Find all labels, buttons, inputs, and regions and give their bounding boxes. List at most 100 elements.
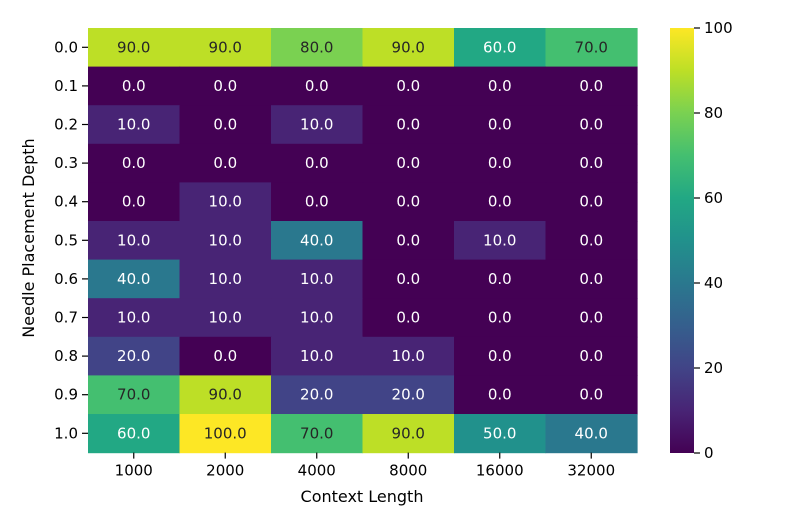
heatmap-cell <box>271 105 364 145</box>
heatmap-cell-label: 0.0 <box>396 77 420 95</box>
heatmap-cell <box>88 336 181 376</box>
heatmap-cell <box>271 298 364 338</box>
heatmap-cell <box>179 105 272 145</box>
heatmap-cell-label: 0.0 <box>488 193 512 211</box>
heatmap-cell <box>545 66 638 106</box>
heatmap-cell <box>454 105 547 145</box>
heatmap-cell <box>454 28 547 68</box>
x-axis-label: Context Length <box>301 487 424 506</box>
heatmap-cell-label: 50.0 <box>483 424 516 442</box>
x-tick-label: 2000 <box>206 462 244 480</box>
heatmap-cell <box>545 375 638 415</box>
heatmap-cell <box>88 298 181 338</box>
heatmap-cell-label: 0.0 <box>305 193 329 211</box>
heatmap-cell <box>271 336 364 376</box>
heatmap-cell-label: 90.0 <box>209 38 242 56</box>
heatmap-cell <box>88 28 181 68</box>
y-axis-ticks: 0.0 0.1 0.2 0.3 0.4 0.5 0.6 0.7 0.8 0.9 1.0 <box>54 38 88 442</box>
heatmap-cell-label: 0.0 <box>579 154 603 172</box>
heatmap-cell-labels: 90.0 90.0 80.0 90.0 60.0 70.0 0.0 0.0 0.0 0.0 0.0 0… <box>117 38 608 442</box>
heatmap-cell-label: 0.0 <box>396 231 420 249</box>
heatmap-cell-label: 10.0 <box>209 309 242 327</box>
heatmap-cell-label: 0.0 <box>488 77 512 95</box>
heatmap-cell <box>362 143 455 183</box>
heatmap-cell <box>88 66 181 106</box>
heatmap-cell-label: 0.0 <box>579 270 603 288</box>
heatmap-cell <box>179 259 272 299</box>
heatmap-cell-label: 70.0 <box>117 386 150 404</box>
heatmap-cell-label: 10.0 <box>483 231 516 249</box>
heatmap-cell <box>454 221 547 261</box>
heatmap-cells <box>88 28 638 454</box>
heatmap-cell-label: 0.0 <box>396 193 420 211</box>
heatmap-cell-label: 10.0 <box>300 347 333 365</box>
x-tick-label: 8000 <box>389 462 427 480</box>
heatmap-cell-label: 90.0 <box>392 38 425 56</box>
heatmap-cell-label: 10.0 <box>209 231 242 249</box>
heatmap-cell <box>454 375 547 415</box>
heatmap-cell <box>271 182 364 222</box>
heatmap-cell <box>545 298 638 338</box>
heatmap-cell-label: 0.0 <box>579 231 603 249</box>
heatmap-cell <box>179 143 272 183</box>
heatmap-cell-label: 10.0 <box>300 116 333 134</box>
heatmap-cell <box>179 298 272 338</box>
colorbar <box>670 28 694 453</box>
heatmap-cell-label: 0.0 <box>122 193 146 211</box>
heatmap-cell-label: 0.0 <box>396 309 420 327</box>
heatmap-cell-label: 10.0 <box>209 193 242 211</box>
heatmap-cell <box>88 259 181 299</box>
heatmap-cell-label: 80.0 <box>300 38 333 56</box>
y-tick-label: 0.9 <box>54 386 78 404</box>
heatmap-cell-label: 0.0 <box>396 154 420 172</box>
heatmap-cell-label: 70.0 <box>300 424 333 442</box>
heatmap-cell-label: 10.0 <box>117 309 150 327</box>
colorbar-tick-label: 80 <box>704 104 723 122</box>
heatmap-cell-label: 90.0 <box>392 424 425 442</box>
y-tick-label: 0.1 <box>54 77 78 95</box>
heatmap-cell-label: 0.0 <box>488 154 512 172</box>
heatmap-cell-label: 40.0 <box>575 424 608 442</box>
heatmap-cell <box>545 28 638 68</box>
heatmap-cell-label: 0.0 <box>579 193 603 211</box>
heatmap-cell-label: 10.0 <box>300 270 333 288</box>
colorbar-tick-label: 100 <box>704 19 733 37</box>
heatmap-cell <box>179 66 272 106</box>
y-tick-label: 0.3 <box>54 154 78 172</box>
heatmap-cell-label: 60.0 <box>117 424 150 442</box>
heatmap-cell <box>179 414 272 454</box>
y-tick-label: 0.4 <box>54 193 78 211</box>
heatmap-cell <box>454 414 547 454</box>
heatmap-cell-label: 0.0 <box>579 347 603 365</box>
heatmap-cell <box>362 336 455 376</box>
heatmap-cell <box>454 182 547 222</box>
heatmap-cell-label: 0.0 <box>579 116 603 134</box>
heatmap-cell-label: 0.0 <box>579 77 603 95</box>
heatmap-cell-label: 10.0 <box>392 347 425 365</box>
heatmap-cell-label: 0.0 <box>213 347 237 365</box>
heatmap-cell-label: 60.0 <box>483 38 516 56</box>
heatmap-cell-label: 10.0 <box>209 270 242 288</box>
heatmap-cell <box>179 28 272 68</box>
heatmap-cell-label: 90.0 <box>209 386 242 404</box>
heatmap-cell-label: 40.0 <box>300 231 333 249</box>
heatmap-cell-label: 0.0 <box>122 154 146 172</box>
heatmap-cell-label: 10.0 <box>300 309 333 327</box>
heatmap-cell <box>271 66 364 106</box>
y-tick-label: 0.6 <box>54 270 78 288</box>
heatmap-cell <box>88 105 181 145</box>
heatmap-cell-label: 0.0 <box>488 386 512 404</box>
heatmap-cell <box>545 143 638 183</box>
heatmap-cell <box>545 414 638 454</box>
y-tick-label: 0.0 <box>54 38 78 56</box>
heatmap-cell <box>362 414 455 454</box>
y-tick-label: 0.7 <box>54 309 78 327</box>
y-tick-label: 1.0 <box>54 424 78 442</box>
heatmap-cell <box>179 336 272 376</box>
heatmap-cell <box>454 259 547 299</box>
heatmap-cell-label: 0.0 <box>213 154 237 172</box>
heatmap-cell <box>362 298 455 338</box>
heatmap-cell-label: 90.0 <box>117 38 150 56</box>
x-axis-ticks: 1000 2000 4000 8000 16000 32000 <box>115 452 615 480</box>
heatmap-cell <box>271 221 364 261</box>
